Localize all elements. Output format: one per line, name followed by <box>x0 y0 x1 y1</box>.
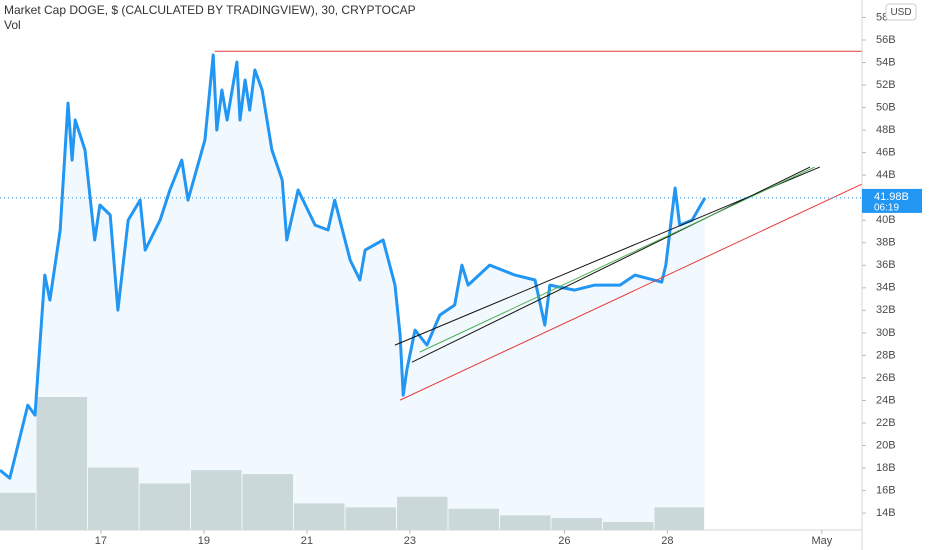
volume-bar <box>602 522 654 530</box>
y-tick-label: 14B <box>876 507 896 519</box>
x-tick-label: 28 <box>661 535 673 547</box>
volume-bar <box>36 397 88 530</box>
y-tick-label: 22B <box>876 417 896 429</box>
trend-line <box>411 166 811 363</box>
y-tick-label: 26B <box>876 372 896 384</box>
volume-bar <box>191 470 242 530</box>
chart-title: Market Cap DOGE, $ (CALCULATED BY TRADIN… <box>4 3 416 17</box>
y-tick-label: 28B <box>876 349 896 361</box>
plot-layer <box>0 50 863 530</box>
volume-bar <box>500 515 551 530</box>
y-tick-label: 56B <box>876 34 896 46</box>
price-tag <box>862 188 922 213</box>
y-tick-label: 54B <box>876 56 896 68</box>
volume-bar <box>448 508 500 530</box>
volume-bar <box>294 503 345 530</box>
x-tick-label: May <box>811 535 832 547</box>
y-tick-label: 30B <box>876 327 896 339</box>
x-tick-label: 23 <box>404 535 416 547</box>
y-tick-label: 34B <box>876 282 896 294</box>
y-tick-label: 38B <box>876 237 896 249</box>
y-tick-label: 18B <box>876 462 896 474</box>
volume-bar <box>551 518 602 530</box>
trend-line <box>399 183 863 401</box>
volume-bar <box>0 492 36 530</box>
y-tick-label: 44B <box>876 169 896 181</box>
y-tick-label: 24B <box>876 394 896 406</box>
y-tick-label: 46B <box>876 147 896 159</box>
price-tag-label: 41.98B <box>874 191 909 203</box>
volume-bar <box>654 507 704 530</box>
y-tick-label: 36B <box>876 259 896 271</box>
volume-bar <box>242 474 294 530</box>
area-fill <box>0 55 705 530</box>
currency-button[interactable] <box>885 3 917 21</box>
x-tick-label: 17 <box>95 535 107 547</box>
y-tick-label: 40B <box>876 214 896 226</box>
volume-bar <box>139 483 191 530</box>
volume-bar <box>345 507 397 530</box>
y-tick-label: 16B <box>876 484 896 496</box>
y-tick-label: 20B <box>876 439 896 451</box>
volume-layer <box>0 397 704 530</box>
x-tick-label: 19 <box>198 535 210 547</box>
volume-bar <box>88 467 139 530</box>
price-tag-countdown: 06:19 <box>874 203 899 214</box>
y-tick-label: 52B <box>876 79 896 91</box>
price-line <box>0 53 707 480</box>
currency-label[interactable]: USD <box>890 7 911 18</box>
y-tick-label: 32B <box>876 304 896 316</box>
y-tick-label: 50B <box>876 101 896 113</box>
x-tick-label: 21 <box>301 535 313 547</box>
volume-bar <box>397 496 448 530</box>
subtitle: Vol <box>4 18 21 32</box>
x-tick-label: 26 <box>558 535 570 547</box>
y-tick-label: 48B <box>876 124 896 136</box>
